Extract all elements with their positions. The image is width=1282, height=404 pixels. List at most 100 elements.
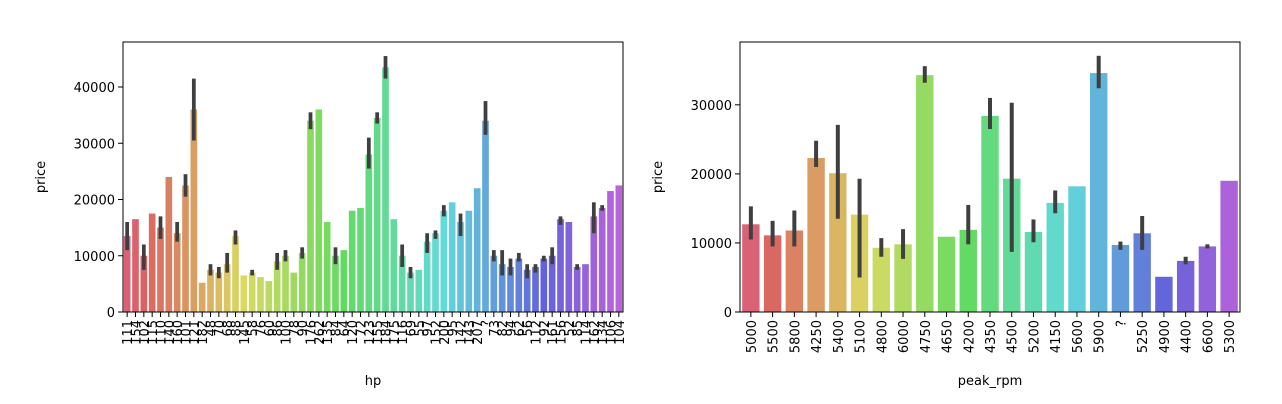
x-tick-label: 68 — [221, 320, 236, 337]
bar — [829, 173, 847, 312]
x-tick-label: 262 — [313, 320, 328, 345]
bar — [1198, 246, 1217, 312]
bar — [290, 272, 298, 312]
x-tick-label: 56 — [521, 320, 536, 337]
axes-frame — [122, 41, 624, 313]
y-tick-label: 20000 — [691, 168, 732, 183]
bar — [532, 267, 539, 312]
bar — [315, 109, 323, 312]
y-axis-label: price — [34, 161, 49, 193]
x-tick-label: 115 — [146, 320, 161, 345]
bar — [340, 250, 348, 312]
bar — [607, 191, 614, 312]
x-tick-label: 140 — [163, 320, 178, 345]
x-tick-label: 95 — [446, 320, 461, 337]
y-tick-label: 10000 — [691, 237, 732, 252]
x-tick-label: 145 — [238, 320, 253, 345]
x-tick-label: 97 — [421, 320, 436, 337]
y-tick-label: 0 — [107, 306, 115, 321]
x-tick-label: 161 — [546, 320, 561, 345]
bar — [548, 255, 556, 312]
x-tick-label: 5500 — [767, 320, 782, 353]
x-tick-label: 111 — [121, 320, 136, 345]
bar — [615, 185, 623, 312]
bar — [742, 224, 760, 312]
bar — [565, 222, 573, 312]
bar — [323, 222, 331, 312]
x-tick-label: 4350 — [984, 320, 999, 353]
x-tick-label: 152 — [430, 320, 445, 345]
x-tick-label: 4900 — [1158, 320, 1173, 353]
x-tick-label: 114 — [580, 320, 595, 345]
bar — [273, 261, 281, 312]
bar — [407, 272, 414, 312]
x-tick-label: 5300 — [1223, 320, 1238, 353]
bar — [390, 219, 398, 312]
bar — [240, 275, 248, 312]
bar — [465, 210, 473, 312]
x-tick-label: 134 — [596, 320, 611, 345]
bar — [763, 235, 782, 312]
x-tick-label: 69 — [405, 320, 420, 337]
x-tick-label: 135 — [321, 320, 336, 345]
x-tick-label: 142 — [455, 320, 470, 345]
x-tick-label: 5900 — [1093, 320, 1108, 353]
x-tick-label: 78 — [288, 320, 303, 337]
bar — [432, 233, 439, 312]
x-tick-label: 52 — [563, 320, 578, 337]
bar — [1046, 202, 1064, 312]
x-tick-label: 5250 — [1136, 320, 1151, 353]
bar — [785, 230, 804, 312]
bar — [123, 236, 131, 312]
x-tick-label: 73 — [488, 320, 503, 337]
x-tick-label: 121 — [188, 320, 203, 345]
x-tick-label: 106 — [605, 320, 620, 345]
x-tick-label: 200 — [438, 320, 453, 345]
bar — [498, 264, 506, 312]
x-tick-label: 58 — [246, 320, 261, 337]
x-tick-label: 62 — [513, 320, 528, 337]
bar — [573, 267, 581, 312]
x-tick-label: 5100 — [854, 320, 869, 353]
bar — [1133, 233, 1151, 312]
x-tick-label: 64 — [338, 320, 353, 337]
y-tick-label: 10000 — [74, 250, 115, 265]
bar — [598, 207, 606, 312]
x-tick-label: 175 — [388, 320, 403, 345]
y-axis-label: price — [651, 161, 666, 193]
bar — [265, 281, 273, 312]
x-tick-label: 82 — [496, 320, 511, 337]
x-tick-label: 143 — [463, 320, 478, 345]
bar — [507, 267, 514, 312]
bar — [248, 272, 256, 312]
bar — [382, 67, 389, 312]
bar — [157, 227, 164, 312]
bar — [490, 255, 498, 312]
bar — [1090, 73, 1108, 313]
x-tick-label: 182 — [196, 320, 211, 345]
bar — [348, 210, 356, 312]
x-tick-label: 6000 — [897, 320, 912, 353]
x-tick-label: 88 — [230, 320, 245, 337]
bar — [257, 277, 264, 312]
axes-frame — [739, 41, 1241, 313]
x-tick-label: 84 — [330, 320, 345, 337]
bar — [1155, 276, 1173, 312]
x-axis-label: peak_rpm — [958, 374, 1023, 389]
x-tick-label: 70 — [213, 320, 228, 337]
x-axis-label: hp — [365, 374, 382, 389]
x-tick-label: 90 — [296, 320, 311, 337]
bar — [473, 188, 481, 312]
y-tick-label: 40000 — [74, 81, 115, 96]
bar — [282, 255, 289, 312]
x-tick-label: 100 — [280, 320, 295, 345]
x-tick-label: 120 — [346, 320, 361, 345]
x-tick-label: 102 — [138, 320, 153, 345]
x-tick-label: 48 — [205, 320, 220, 337]
bar — [398, 255, 406, 312]
x-tick-label: ? — [1114, 320, 1129, 327]
y-tick-label: 20000 — [74, 194, 115, 209]
x-tick-label: 104 — [613, 320, 628, 345]
bar — [182, 185, 189, 312]
